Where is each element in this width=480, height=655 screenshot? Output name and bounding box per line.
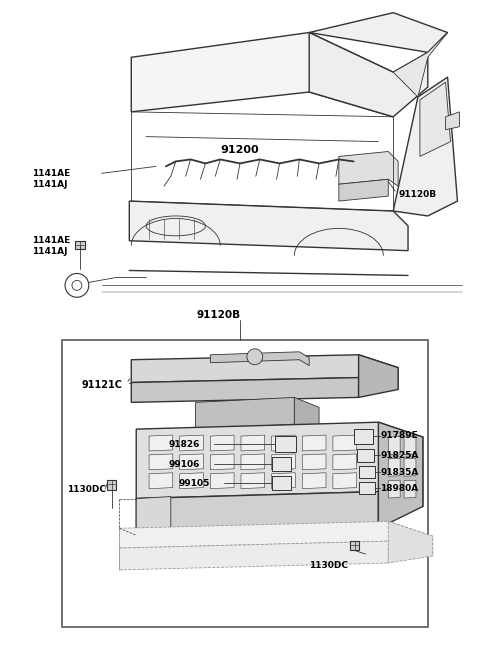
Polygon shape (210, 473, 234, 489)
FancyBboxPatch shape (272, 476, 291, 490)
FancyBboxPatch shape (359, 466, 375, 477)
Polygon shape (333, 454, 357, 470)
Polygon shape (272, 473, 295, 489)
Polygon shape (120, 521, 433, 556)
Polygon shape (339, 179, 388, 201)
Polygon shape (420, 82, 451, 157)
FancyBboxPatch shape (107, 479, 117, 490)
Polygon shape (241, 435, 264, 451)
Polygon shape (359, 355, 398, 398)
Polygon shape (136, 422, 423, 506)
Text: 91835A: 91835A (380, 468, 419, 477)
Polygon shape (302, 454, 326, 470)
FancyBboxPatch shape (275, 436, 296, 452)
Polygon shape (131, 377, 359, 402)
Polygon shape (445, 112, 459, 130)
Text: 99105: 99105 (179, 479, 210, 488)
Text: 91825A: 91825A (380, 451, 419, 460)
Polygon shape (388, 458, 400, 476)
Polygon shape (131, 355, 398, 390)
Text: 1141AE: 1141AE (33, 236, 71, 245)
Text: 91120B: 91120B (398, 190, 436, 198)
Polygon shape (149, 435, 173, 451)
FancyBboxPatch shape (354, 429, 373, 444)
Polygon shape (393, 33, 447, 97)
Polygon shape (302, 473, 326, 489)
Text: 1141AE: 1141AE (33, 169, 71, 178)
Text: 91200: 91200 (220, 145, 259, 155)
FancyBboxPatch shape (357, 449, 374, 462)
Text: 99106: 99106 (169, 460, 200, 470)
Text: 91121C: 91121C (82, 379, 123, 390)
Polygon shape (180, 473, 204, 489)
Polygon shape (404, 458, 416, 476)
Polygon shape (210, 352, 309, 365)
Polygon shape (378, 422, 423, 529)
Polygon shape (149, 454, 173, 470)
Polygon shape (404, 480, 416, 498)
Polygon shape (210, 435, 234, 451)
Polygon shape (309, 33, 428, 117)
Polygon shape (294, 398, 319, 434)
Polygon shape (129, 201, 408, 251)
Text: 1130DC: 1130DC (309, 561, 348, 571)
Polygon shape (272, 435, 295, 451)
FancyBboxPatch shape (350, 541, 359, 550)
Polygon shape (149, 473, 173, 489)
Text: 1141AJ: 1141AJ (33, 179, 68, 189)
Polygon shape (393, 77, 457, 216)
Text: 91789E: 91789E (380, 430, 418, 440)
Polygon shape (388, 437, 400, 455)
Polygon shape (388, 480, 400, 498)
Polygon shape (333, 435, 357, 451)
Polygon shape (136, 496, 171, 535)
Polygon shape (241, 473, 264, 489)
Polygon shape (241, 454, 264, 470)
Polygon shape (272, 454, 295, 470)
Polygon shape (302, 435, 326, 451)
FancyBboxPatch shape (75, 241, 85, 249)
Polygon shape (309, 12, 447, 52)
Text: 91120B: 91120B (196, 310, 240, 320)
Polygon shape (120, 541, 388, 570)
Circle shape (247, 349, 263, 365)
Polygon shape (180, 454, 204, 470)
Polygon shape (404, 437, 416, 455)
Polygon shape (180, 435, 204, 451)
Text: 91826: 91826 (169, 441, 200, 449)
Polygon shape (210, 454, 234, 470)
Polygon shape (195, 398, 294, 429)
Text: 1130DC: 1130DC (67, 485, 106, 494)
Polygon shape (339, 151, 398, 186)
Text: 1141AJ: 1141AJ (33, 247, 68, 256)
Text: 18980A: 18980A (380, 484, 419, 493)
FancyBboxPatch shape (272, 457, 291, 471)
Polygon shape (136, 492, 378, 535)
Polygon shape (333, 473, 357, 489)
Polygon shape (388, 521, 433, 563)
Polygon shape (131, 33, 393, 117)
FancyBboxPatch shape (359, 481, 375, 494)
